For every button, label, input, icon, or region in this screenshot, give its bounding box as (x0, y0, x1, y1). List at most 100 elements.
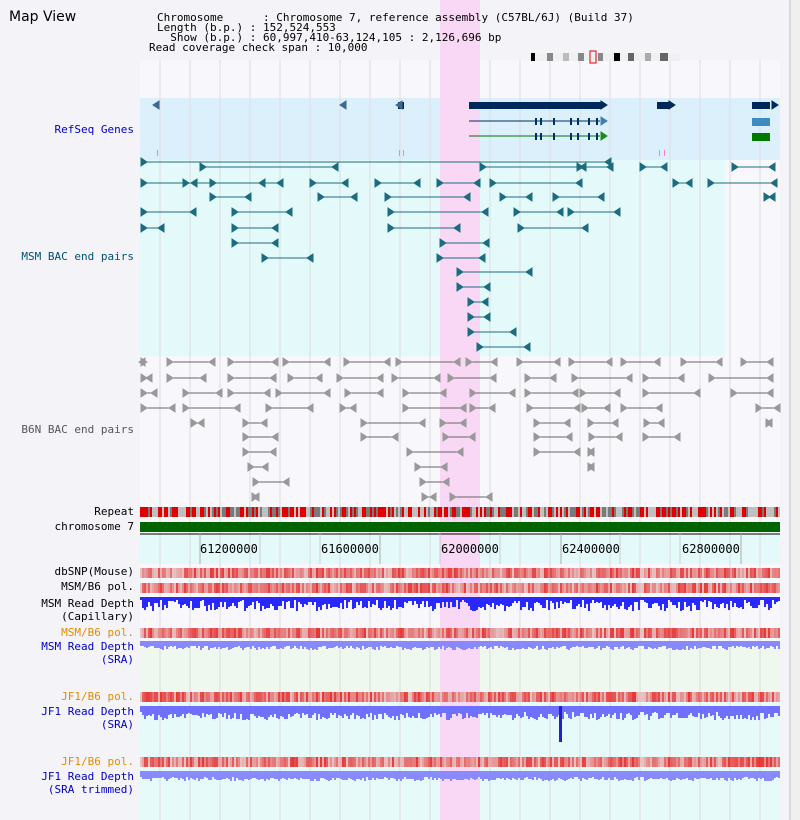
msm-depth-sra-bar (468, 641, 470, 648)
jf1-b6-pol-heat (352, 692, 354, 702)
jf1-b6-pol-heat (776, 692, 778, 702)
msm-b6-pol-sra-heat (296, 628, 298, 638)
jf1-depth-sra-bar (244, 706, 246, 720)
jf1-b6-pol-2-heat (754, 757, 756, 767)
jf1-depth-trimmed-bar (342, 771, 344, 780)
msm-depth-sra-bar (140, 641, 142, 646)
track-label-b6n-bac[interactable]: B6N BAC end pairs (21, 423, 134, 436)
msm-depth-sra-bar (226, 641, 228, 647)
msm-b6-pol-sra-heat (548, 628, 550, 638)
msm-depth-sra-bar (628, 641, 630, 647)
repeat-mark (148, 507, 150, 517)
msm-bac-end (374, 178, 382, 188)
msm-depth-sra-bar (634, 641, 636, 648)
jf1-b6-pol-heat (742, 692, 744, 702)
msm-depth-sra-bar (574, 641, 576, 647)
jf1-depth-sra-bar (514, 706, 516, 718)
msm-depth-capillary-bar (264, 597, 266, 609)
msm-b6-pol-sra-heat (190, 628, 192, 638)
jf1-b6-pol-heat (510, 692, 512, 702)
msm-depth-sra-bar (298, 641, 300, 649)
msm-b6-pol-heat (606, 583, 608, 593)
jf1-depth-trimmed-bar (534, 771, 536, 777)
msm-b6-pol-sra-heat (148, 628, 150, 638)
jf1-depth-sra-bar (658, 706, 660, 719)
dbsnp-heat (202, 568, 204, 578)
dbsnp-heat (626, 568, 628, 578)
msm-b6-pol-heat (522, 583, 524, 593)
track-label-refseq-genes[interactable]: RefSeq Genes (54, 123, 134, 136)
msm-depth-capillary-bar (632, 597, 634, 611)
track-label-jf1-read-depth-trimmed: JF1 Read Depth (41, 770, 134, 783)
jf1-b6-pol-heat (494, 692, 496, 702)
repeat-mark (276, 507, 278, 517)
msm-depth-capillary-bar (680, 597, 682, 611)
jf1-b6-pol-2-heat (474, 757, 476, 767)
repeat-mark (194, 507, 196, 517)
repeat-mark (470, 507, 472, 517)
msm-b6-pol-sra-heat (318, 628, 320, 638)
dbsnp-heat (634, 568, 636, 578)
jf1-b6-pol-2-heat (304, 757, 306, 767)
repeat-mark (770, 507, 772, 517)
msm-b6-pol-sra-heat (312, 628, 314, 638)
jf1-b6-pol-heat (450, 692, 452, 702)
msm-depth-capillary-bar (700, 597, 702, 601)
msm-depth-sra-bar (282, 641, 284, 649)
msm-b6-pol-heat (762, 583, 764, 593)
b6n-bac-end (260, 418, 268, 428)
msm-b6-pol-heat (150, 583, 152, 593)
msm-depth-sra-bar (644, 641, 646, 649)
msm-depth-capillary-bar (752, 597, 754, 608)
msm-depth-capillary-bar (406, 597, 408, 603)
msm-b6-pol-heat (162, 583, 164, 593)
msm-depth-sra-bar (328, 641, 330, 648)
jf1-b6-pol-heat (238, 692, 240, 702)
jf1-b6-pol-heat (376, 692, 378, 702)
msm-depth-sra-bar (242, 641, 244, 650)
msm-b6-pol-heat (412, 583, 414, 593)
jf1-b6-pol-heat (498, 692, 500, 702)
jf1-depth-sra-bar (624, 706, 626, 718)
dbsnp-heat (614, 568, 616, 578)
b6n-bac-end (485, 492, 493, 502)
jf1-depth-trimmed-bar (268, 771, 270, 780)
jf1-b6-pol-heat (726, 692, 728, 702)
jf1-depth-sra-bar (462, 706, 464, 719)
jf1-b6-pol-2-heat (670, 757, 672, 767)
msm-depth-capillary-bar (288, 597, 290, 601)
msm-depth-sra-bar (152, 641, 154, 646)
jf1-depth-trimmed-bar (432, 771, 434, 780)
jf1-depth-trimmed-bar (220, 771, 222, 780)
jf1-depth-trimmed-bar (540, 771, 542, 779)
refseq-exon (577, 118, 579, 125)
repeat-mark (326, 507, 328, 517)
msm-b6-pol-heat (706, 583, 708, 593)
jf1-depth-trimmed-bar (188, 771, 190, 780)
jf1-b6-pol-heat (476, 692, 478, 702)
jf1-b6-pol-2-heat (266, 757, 268, 767)
msm-b6-pol-heat (708, 583, 710, 593)
jf1-b6-pol-2-heat (162, 757, 164, 767)
jf1-b6-pol-heat (764, 692, 766, 702)
msm-depth-sra-bar (722, 641, 724, 648)
msm-depth-capillary-bar (240, 597, 242, 601)
jf1-b6-pol-2-heat (582, 757, 584, 767)
jf1-depth-trimmed-bar (494, 771, 496, 780)
jf1-depth-sra-bar (590, 706, 592, 714)
msm-b6-pol-sra-heat (338, 628, 340, 638)
msm-b6-pol-sra-heat (150, 628, 152, 638)
repeat-mark (642, 507, 644, 517)
dbsnp-heat (564, 568, 566, 578)
jf1-depth-trimmed-bar (308, 771, 310, 779)
dbsnp-heat (162, 568, 164, 578)
repeat-mark (530, 507, 532, 517)
msm-depth-sra-bar (664, 641, 666, 646)
refseq-exon (588, 118, 590, 125)
msm-depth-capillary-bar (448, 597, 450, 608)
jf1-depth-trimmed-bar (624, 771, 626, 779)
track-label-msm-bac[interactable]: MSM BAC end pairs (21, 250, 134, 263)
b6n-bac-end (488, 403, 496, 413)
dbsnp-heat (546, 568, 548, 578)
